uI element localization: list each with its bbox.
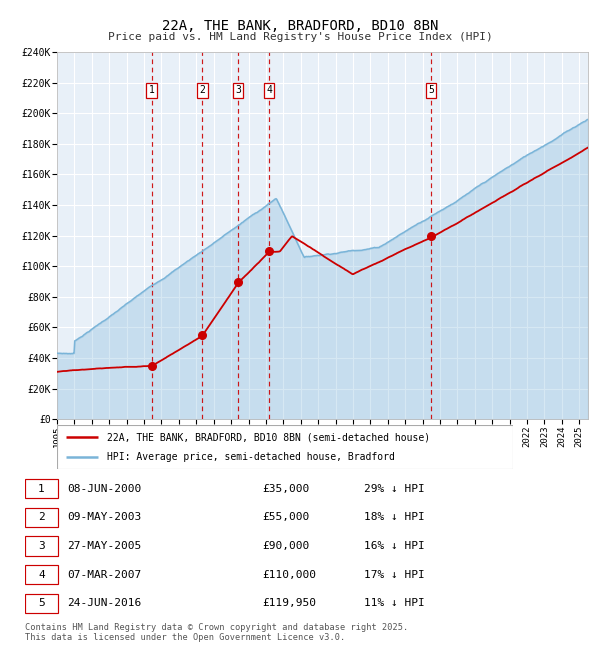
Text: 5: 5 <box>38 598 45 608</box>
Text: 11% ↓ HPI: 11% ↓ HPI <box>364 598 424 608</box>
Text: 18% ↓ HPI: 18% ↓ HPI <box>364 512 424 523</box>
FancyBboxPatch shape <box>25 565 58 584</box>
Text: 24-JUN-2016: 24-JUN-2016 <box>67 598 142 608</box>
Text: 09-MAY-2003: 09-MAY-2003 <box>67 512 142 523</box>
FancyBboxPatch shape <box>25 508 58 527</box>
Text: 3: 3 <box>38 541 45 551</box>
FancyBboxPatch shape <box>25 593 58 613</box>
Text: 1: 1 <box>38 484 45 494</box>
Text: £110,000: £110,000 <box>262 569 316 580</box>
Text: 4: 4 <box>38 569 45 580</box>
Text: Price paid vs. HM Land Registry's House Price Index (HPI): Price paid vs. HM Land Registry's House … <box>107 32 493 42</box>
Text: 17% ↓ HPI: 17% ↓ HPI <box>364 569 424 580</box>
Text: 07-MAR-2007: 07-MAR-2007 <box>67 569 142 580</box>
Text: 5: 5 <box>428 85 434 96</box>
Text: £35,000: £35,000 <box>262 484 310 494</box>
Text: £55,000: £55,000 <box>262 512 310 523</box>
Text: 2: 2 <box>199 85 205 96</box>
Text: 08-JUN-2000: 08-JUN-2000 <box>67 484 142 494</box>
Text: 22A, THE BANK, BRADFORD, BD10 8BN: 22A, THE BANK, BRADFORD, BD10 8BN <box>162 20 438 34</box>
Text: 1: 1 <box>149 85 155 96</box>
Text: 29% ↓ HPI: 29% ↓ HPI <box>364 484 424 494</box>
FancyBboxPatch shape <box>25 536 58 556</box>
Text: 27-MAY-2005: 27-MAY-2005 <box>67 541 142 551</box>
Text: 3: 3 <box>235 85 241 96</box>
Text: £90,000: £90,000 <box>262 541 310 551</box>
Text: 2: 2 <box>38 512 45 523</box>
Text: HPI: Average price, semi-detached house, Bradford: HPI: Average price, semi-detached house,… <box>107 452 395 462</box>
FancyBboxPatch shape <box>57 425 513 469</box>
Text: 22A, THE BANK, BRADFORD, BD10 8BN (semi-detached house): 22A, THE BANK, BRADFORD, BD10 8BN (semi-… <box>107 432 430 442</box>
Text: Contains HM Land Registry data © Crown copyright and database right 2025.
This d: Contains HM Land Registry data © Crown c… <box>25 623 409 642</box>
Text: £119,950: £119,950 <box>262 598 316 608</box>
Text: 4: 4 <box>266 85 272 96</box>
FancyBboxPatch shape <box>25 479 58 499</box>
Text: 16% ↓ HPI: 16% ↓ HPI <box>364 541 424 551</box>
